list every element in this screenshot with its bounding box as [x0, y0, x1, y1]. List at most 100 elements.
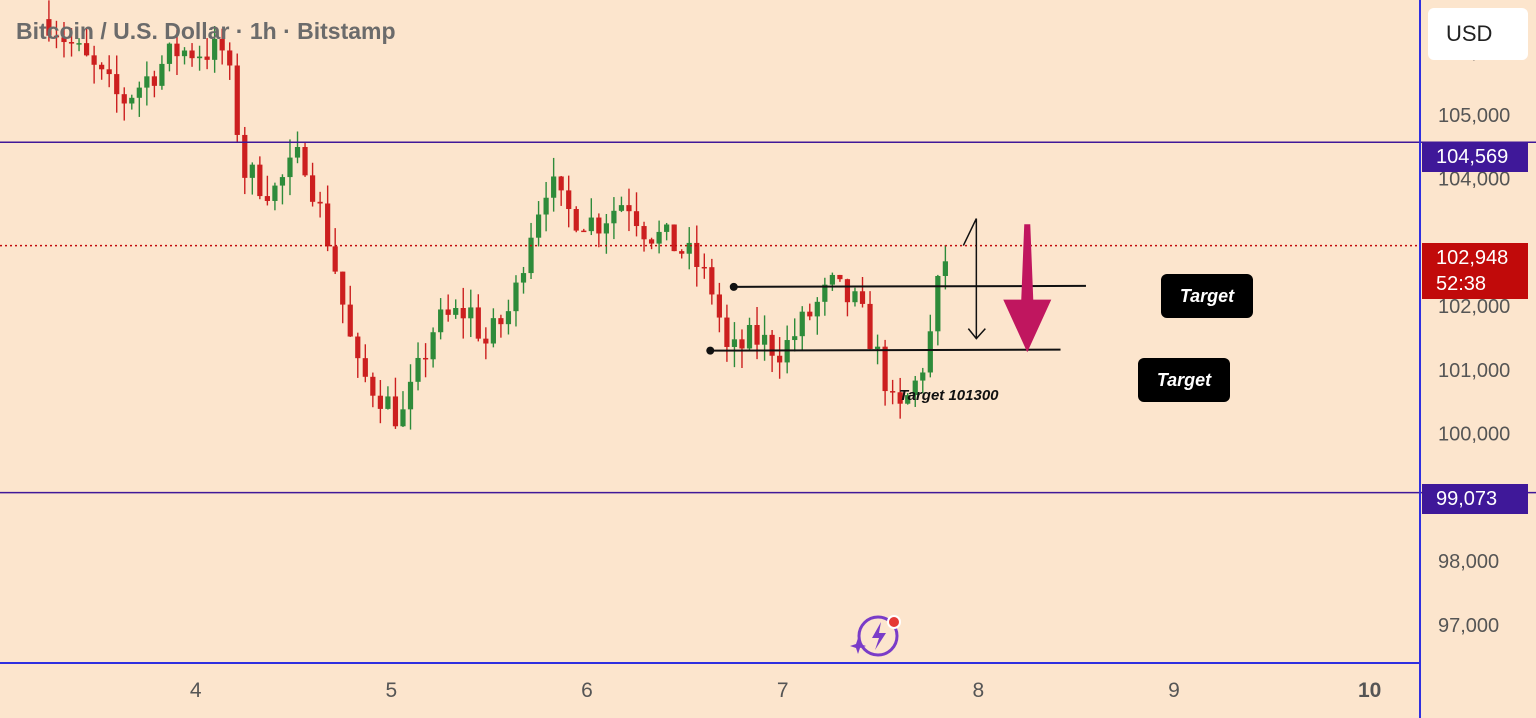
candle-body: [445, 309, 451, 315]
candle-body: [648, 239, 655, 244]
candle-body: [686, 242, 692, 254]
candle-body: [731, 339, 738, 347]
targets-group: [706, 218, 1086, 355]
candle-body: [551, 176, 557, 198]
candle-body: [196, 56, 203, 59]
target-line-dot: [706, 346, 715, 355]
candle-body: [76, 43, 82, 45]
forecast-path: [962, 218, 978, 339]
candle-body: [355, 336, 361, 359]
target-line: [710, 348, 1061, 352]
price-tick-label: 98,000: [1438, 551, 1499, 573]
forecast-arrowhead: [967, 328, 986, 340]
candle-body: [460, 308, 466, 319]
candle-body: [664, 224, 670, 232]
candle-body: [912, 380, 918, 396]
candle-body: [935, 275, 941, 332]
candle-body: [596, 217, 602, 234]
candle-body: [453, 308, 459, 315]
candle-body: [777, 355, 783, 363]
candle-body: [618, 205, 625, 211]
candle-body: [114, 74, 120, 95]
candle-body: [897, 392, 903, 404]
candle-body: [754, 324, 760, 345]
currency-button[interactable]: USD: [1428, 8, 1528, 60]
current-price-label: 102,948: [1436, 247, 1509, 269]
candle-body: [151, 76, 157, 86]
candle-body: [385, 396, 391, 409]
candle-body: [212, 38, 218, 60]
candle-body: [513, 282, 519, 312]
candle-body: [837, 274, 843, 280]
target-lower-label[interactable]: Target: [1138, 358, 1230, 402]
candle-body: [438, 309, 444, 333]
candle-body: [829, 274, 835, 285]
candle-body: [694, 242, 700, 267]
candle-body: [347, 304, 353, 337]
candle-body: [279, 177, 286, 186]
candle-body: [159, 63, 165, 86]
time-tick-label: 7: [777, 679, 789, 702]
price-tick-label: 97,000: [1438, 615, 1499, 637]
candle-body: [106, 69, 112, 75]
candle-body: [799, 311, 805, 337]
time-tick-label: 8: [973, 679, 985, 702]
candle-body: [739, 339, 745, 349]
time-tick-label: 4: [190, 679, 202, 702]
candle-body: [535, 214, 542, 238]
countdown-label: 52:38: [1436, 273, 1487, 295]
candle-body: [859, 291, 866, 304]
candle-body: [490, 318, 496, 344]
candle-body: [53, 35, 60, 38]
candle-body: [407, 381, 414, 410]
candle-body: [362, 358, 368, 377]
candle-body: [709, 267, 715, 295]
candle-body: [415, 357, 421, 382]
candle-body: [68, 42, 75, 44]
candle-body: [520, 273, 527, 283]
candle-body: [792, 336, 798, 341]
candle-body: [588, 217, 594, 232]
candle-body: [633, 211, 640, 227]
candle-body: [724, 317, 730, 347]
candle-body: [136, 87, 142, 98]
candle-body: [83, 43, 90, 56]
candle-body: [701, 266, 707, 269]
target-line: [733, 284, 1086, 288]
candles-group: [46, 0, 948, 430]
sparkle-assistant-icon[interactable]: [848, 612, 906, 660]
candle-body: [242, 134, 248, 178]
candle-body: [249, 164, 255, 178]
down-arrow-icon: [1003, 224, 1052, 353]
target-upper-label[interactable]: Target: [1161, 274, 1253, 318]
candle-body: [174, 43, 180, 57]
candle-body: [679, 251, 685, 254]
candle-body: [611, 210, 617, 224]
candle-body: [340, 271, 346, 305]
candle-body: [392, 396, 399, 427]
candle-body: [129, 97, 135, 104]
candle-body: [822, 284, 828, 302]
candle-body: [144, 76, 150, 88]
price-tick-label: 102,000: [1438, 296, 1510, 318]
candle-body: [558, 176, 564, 191]
candle-body: [189, 50, 195, 59]
candle-body: [46, 19, 52, 36]
time-tick-label: 9: [1168, 679, 1180, 702]
candle-body: [807, 311, 813, 317]
candle-body: [468, 307, 474, 319]
candle-body: [942, 261, 948, 276]
candle-body: [814, 301, 820, 317]
candle-body: [272, 185, 278, 201]
candle-body: [121, 94, 127, 104]
candle-body: [287, 157, 293, 178]
candle-body: [325, 203, 331, 247]
candle-body: [219, 38, 225, 51]
chart-title: Bitcoin / U.S. Dollar · 1h · Bitstamp: [16, 18, 396, 44]
candle-body: [905, 395, 911, 404]
candle-body: [61, 37, 67, 43]
candle-body: [370, 376, 376, 396]
current-price-badge: 102,948 52:38: [1422, 243, 1528, 299]
